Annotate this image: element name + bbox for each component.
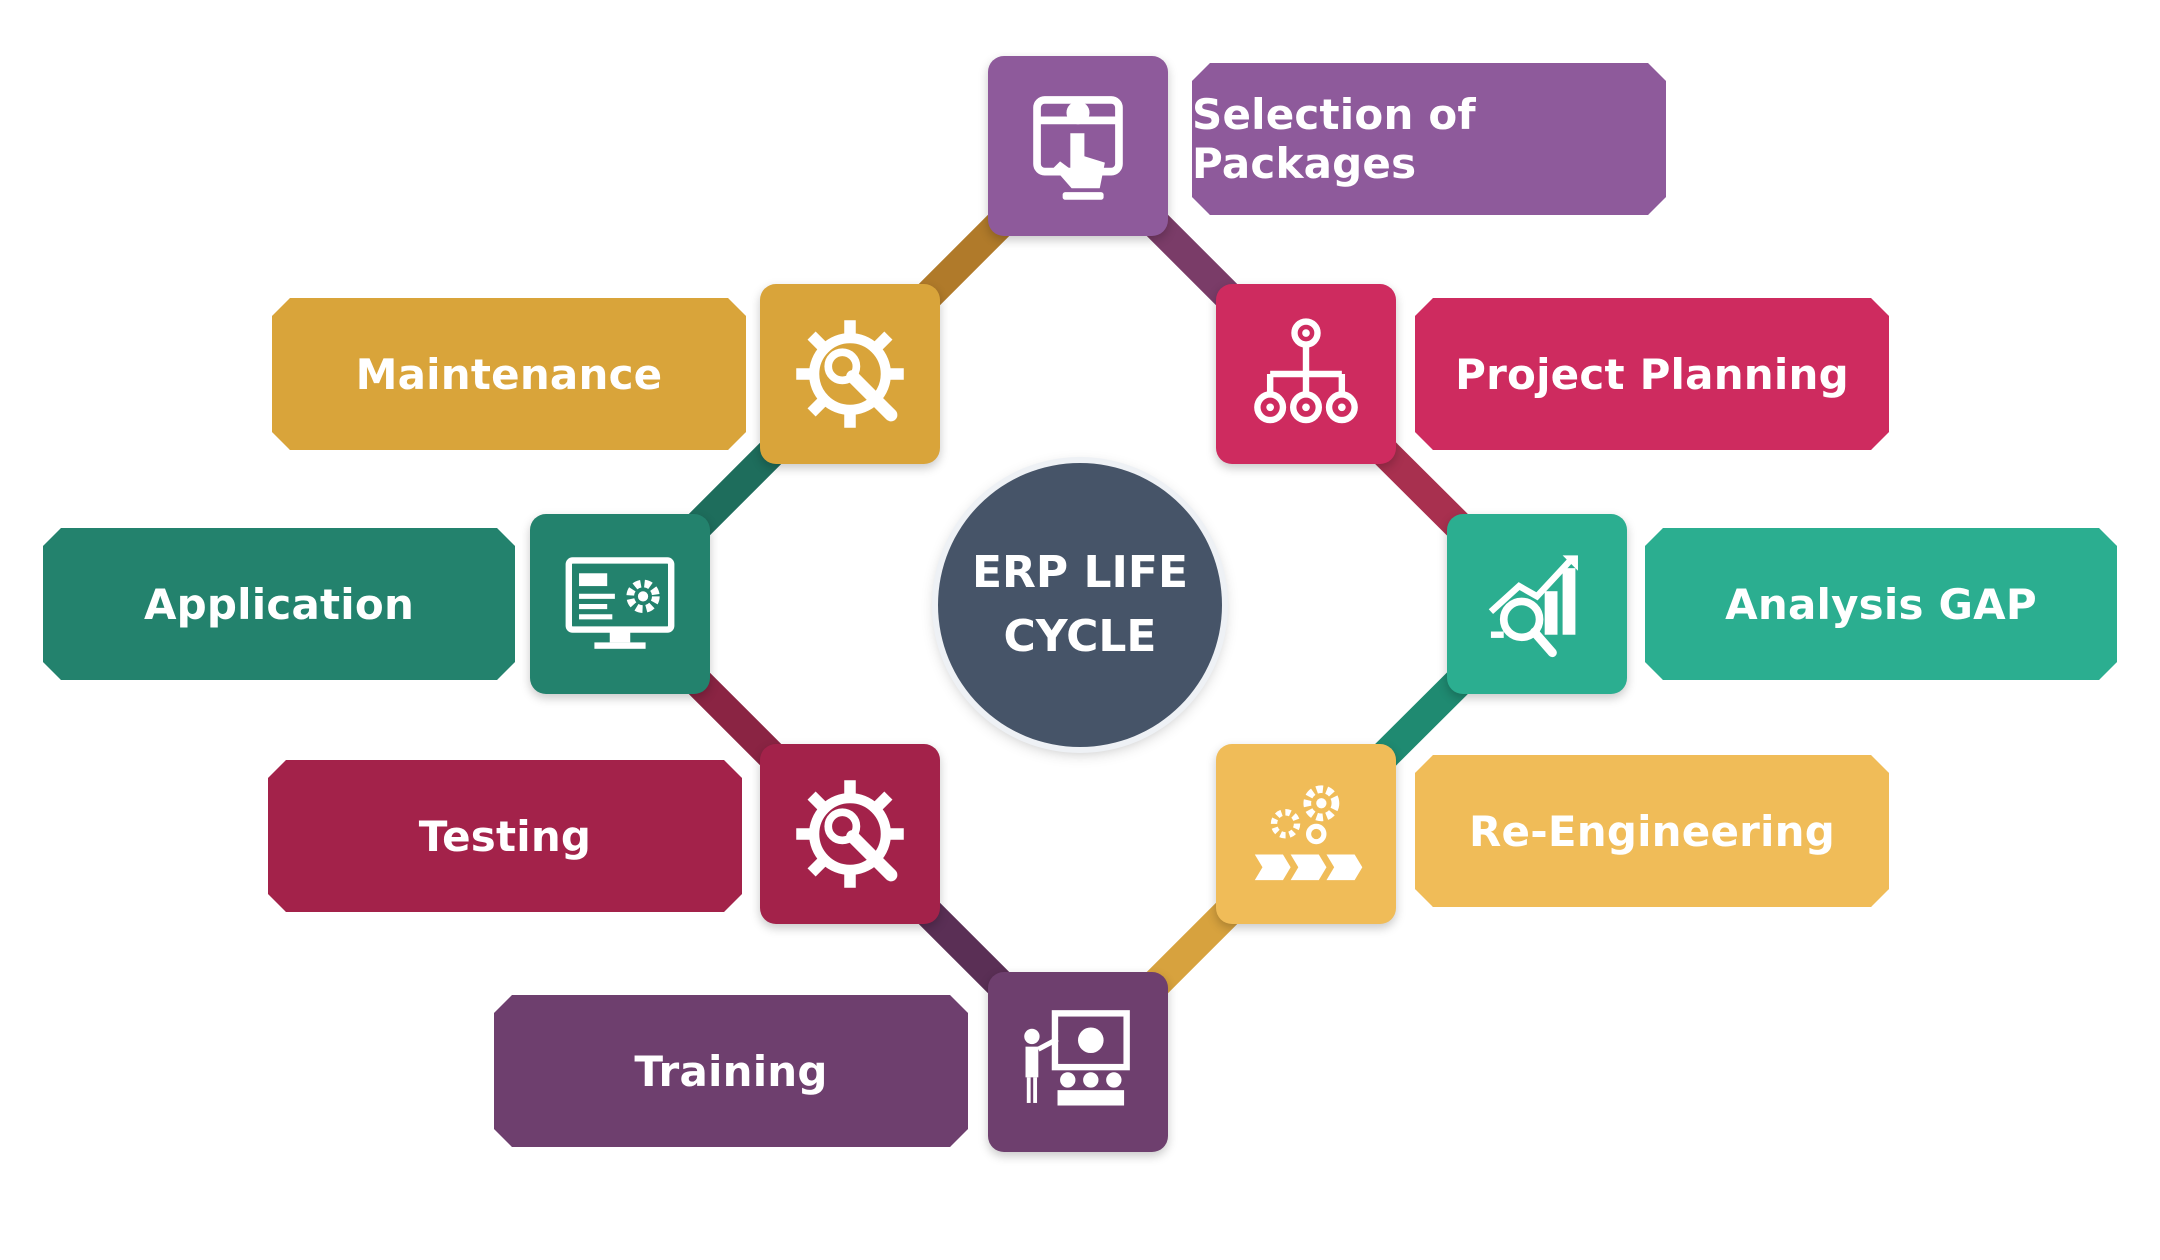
tile-selection-of-packages — [988, 56, 1168, 236]
label-selection-of-packages: Selection of Packages — [1192, 63, 1666, 215]
analysis-chart-magnifier-icon — [1488, 555, 1578, 658]
center-title-line2: CYCLE — [1003, 611, 1157, 662]
label-analysis-gap: Analysis GAP — [1645, 528, 2117, 680]
presentation-icon — [1024, 1010, 1130, 1106]
tile-training — [988, 972, 1168, 1152]
tile-testing — [760, 744, 940, 924]
monitor-gear-icon — [565, 557, 675, 649]
label-application: Application — [43, 528, 515, 680]
center-title-circle: ERP LIFE CYCLE — [938, 463, 1222, 747]
label-project-planning: Project Planning — [1415, 298, 1889, 450]
tile-maintenance — [760, 284, 940, 464]
tile-re-engineering — [1216, 744, 1396, 924]
label-testing: Testing — [268, 760, 742, 912]
label-re-engineering: Re-Engineering — [1415, 755, 1889, 907]
gear-wrench-icon — [796, 780, 904, 888]
tile-application — [530, 514, 710, 694]
label-maintenance: Maintenance — [272, 298, 746, 450]
touch-selection-icon — [1033, 96, 1123, 200]
gears-process-icon — [1254, 785, 1363, 881]
hierarchy-chart-icon — [1254, 318, 1358, 424]
tile-analysis-gap — [1447, 514, 1627, 694]
tile-project-planning — [1216, 284, 1396, 464]
label-training: Training — [494, 995, 968, 1147]
gear-wrench-icon — [796, 320, 904, 428]
center-title-line1: ERP LIFE — [971, 547, 1189, 598]
